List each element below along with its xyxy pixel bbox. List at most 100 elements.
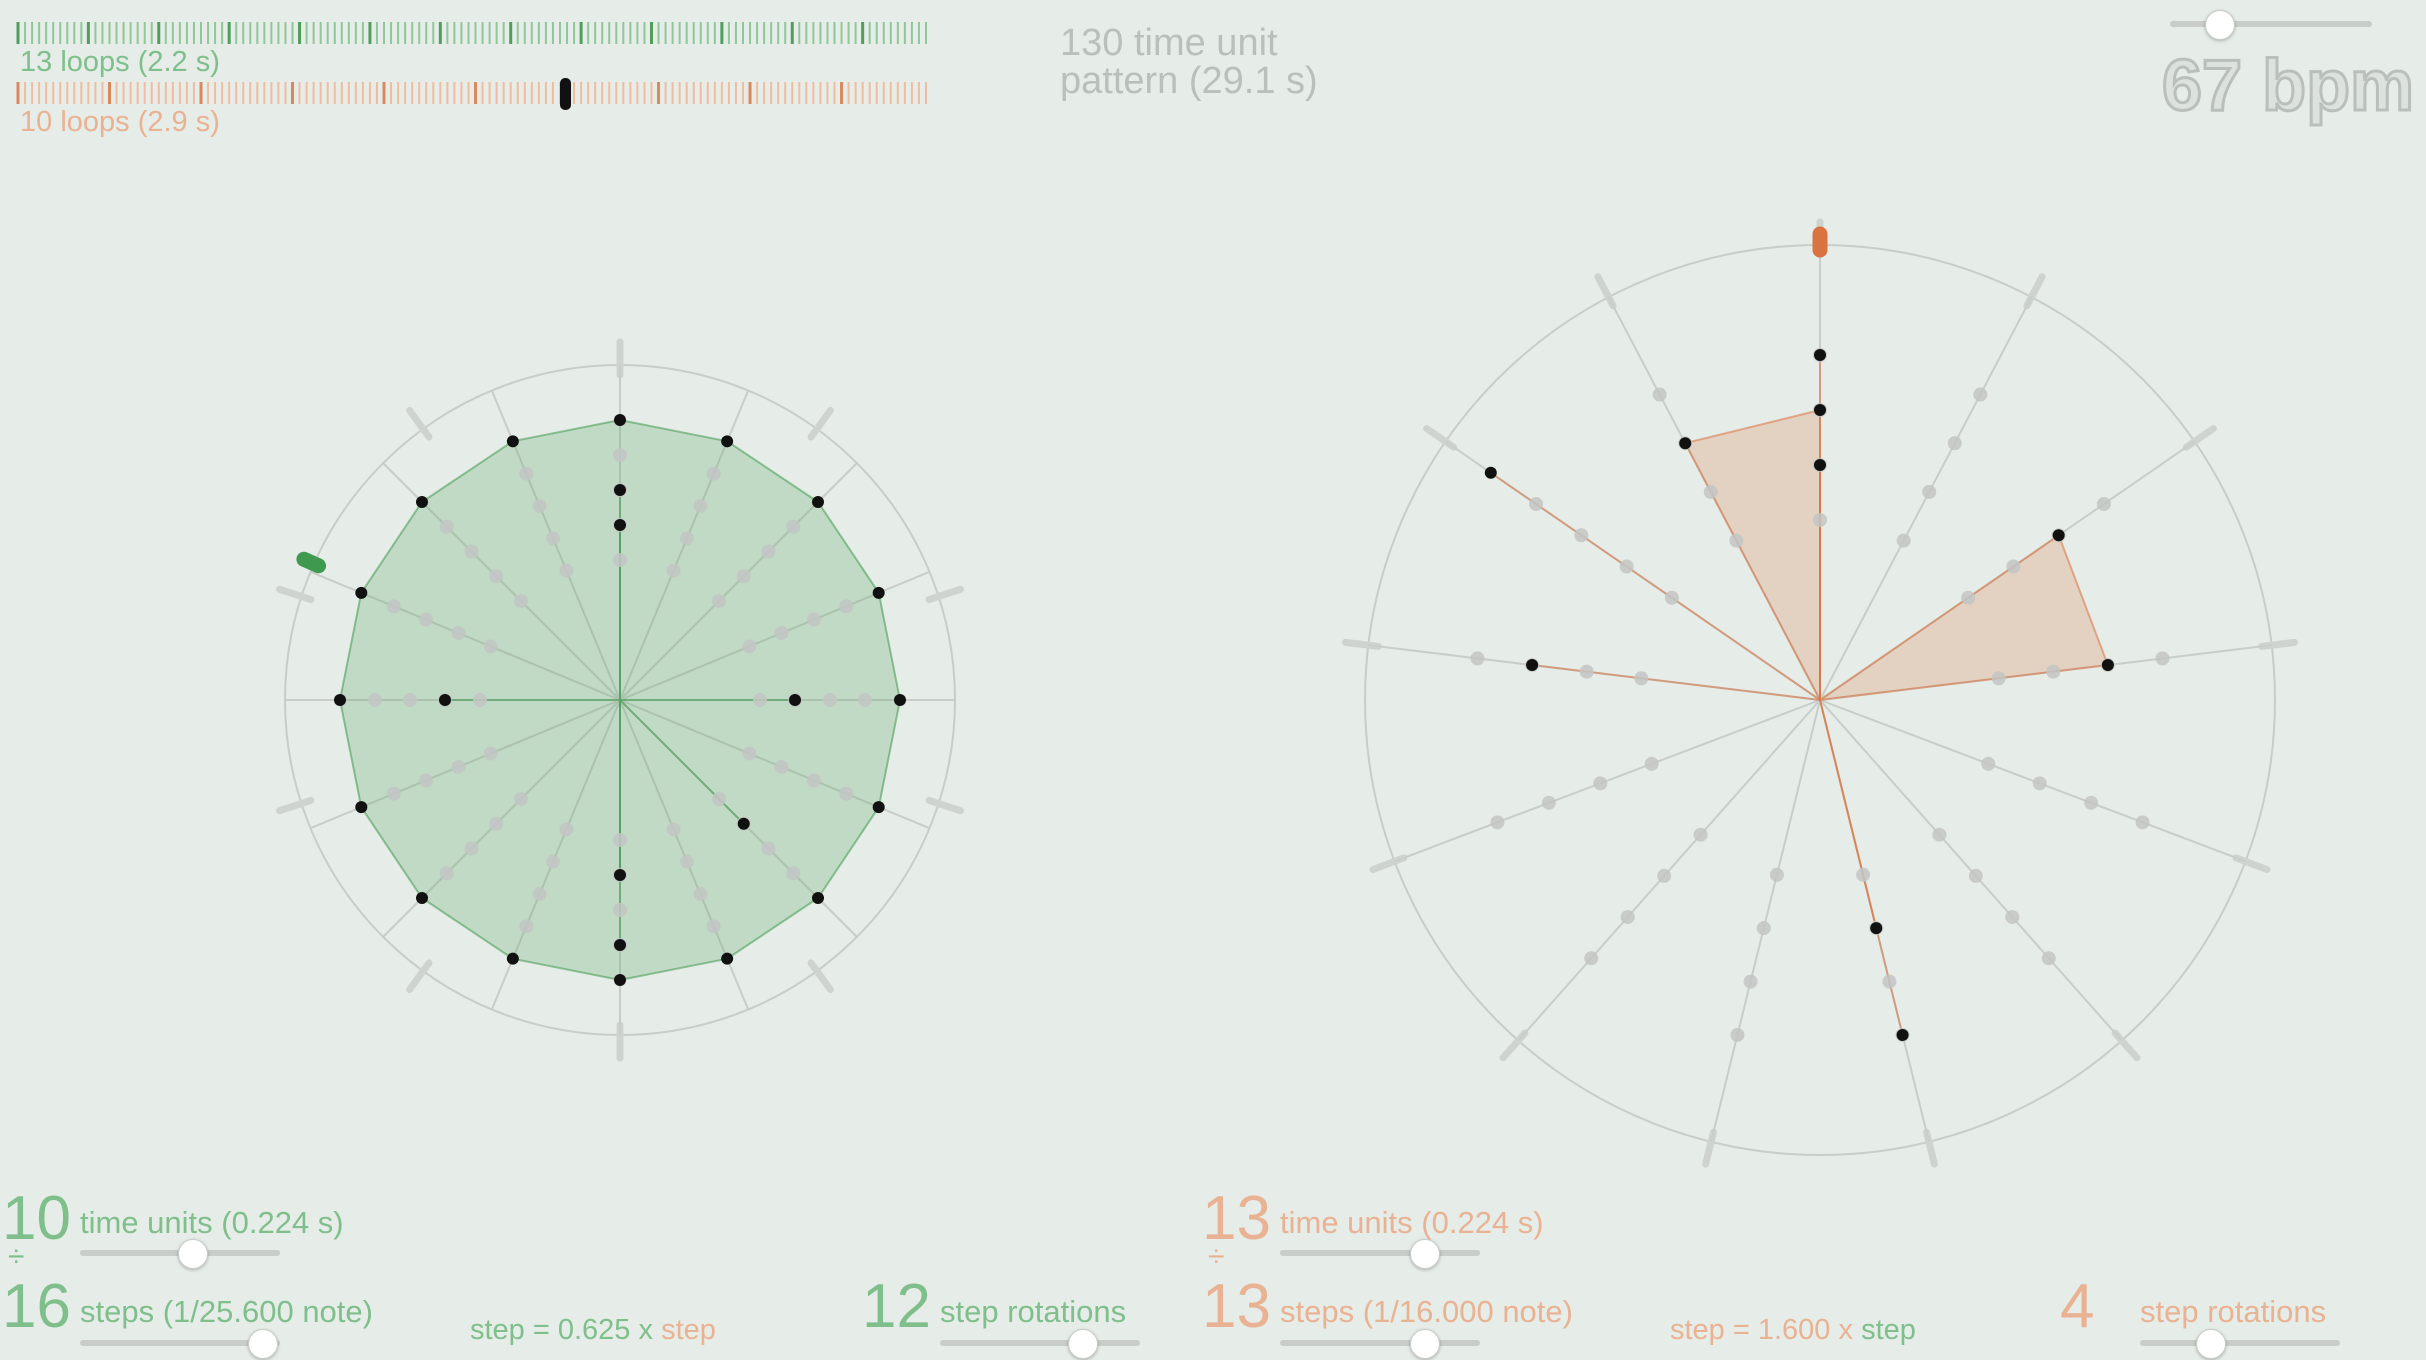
wheel-level-dot bbox=[483, 746, 498, 761]
wheel-vertex-dot bbox=[334, 694, 346, 706]
right-time-units-label: time units (0.224 s) bbox=[1280, 1205, 1544, 1240]
pattern-line-2: pattern (29.1 s) bbox=[1060, 60, 1318, 102]
wheel-vertex-dot bbox=[614, 484, 626, 496]
right-rotations-value: 4 bbox=[2060, 1272, 2095, 1341]
left-steps-label: steps (1/25.600 note) bbox=[80, 1294, 373, 1329]
wheel-level-dot bbox=[679, 854, 694, 869]
right-steps-knob[interactable] bbox=[1410, 1329, 1440, 1359]
wheel-vertex-dot bbox=[1814, 459, 1826, 471]
wheel-level-dot bbox=[559, 822, 574, 837]
wheel-level-dot bbox=[386, 599, 401, 614]
wheel-level-dot bbox=[1968, 868, 1983, 883]
wheel-vertex-dot bbox=[506, 952, 519, 965]
wheel-level-dot bbox=[1652, 387, 1667, 402]
wheel-level-dot bbox=[1693, 827, 1708, 842]
wheel-vertex-dot bbox=[355, 586, 368, 599]
wheel-level-dot bbox=[666, 563, 681, 578]
wheel-level-dot bbox=[2135, 815, 2150, 830]
wheel-level-dot bbox=[514, 594, 529, 609]
right-time-units-value: 13 bbox=[1202, 1184, 1271, 1253]
wheel-vertex-dot bbox=[355, 801, 368, 814]
wheel-level-dot bbox=[613, 833, 627, 847]
wheel-vertex-dot bbox=[872, 586, 885, 599]
timeline-b[interactable] bbox=[16, 82, 927, 104]
wheel-vertex-dot bbox=[894, 694, 906, 706]
wheel-vertex-dot bbox=[1484, 466, 1497, 479]
wheel-level-dot bbox=[693, 498, 708, 513]
left-rotations-knob[interactable] bbox=[1068, 1329, 1098, 1359]
wheel-level-dot bbox=[489, 816, 504, 831]
wheel-vertex-dot bbox=[506, 435, 519, 448]
wheel-right bbox=[1341, 218, 2299, 1168]
wheel-outer-tick bbox=[807, 406, 834, 441]
left-rotations-slider[interactable] bbox=[940, 1329, 1140, 1359]
wheel-level-dot bbox=[1574, 528, 1589, 543]
loops-a-label: 13 loops (2.2 s) bbox=[20, 46, 220, 78]
wheel-level-dot bbox=[1882, 974, 1897, 989]
right-steps-label: steps (1/16.000 note) bbox=[1280, 1294, 1573, 1329]
wheel-level-dot bbox=[679, 531, 694, 546]
timeline-playhead[interactable] bbox=[560, 78, 571, 110]
wheel-level-dot bbox=[736, 569, 751, 584]
left-steps-slider[interactable] bbox=[80, 1329, 280, 1359]
wheel-level-dot bbox=[1932, 827, 1947, 842]
wheel-level-dot bbox=[1619, 559, 1634, 574]
wheel-level-dot bbox=[1634, 671, 1649, 686]
wheel-level-dot bbox=[706, 466, 721, 481]
wheel-vertex-dot bbox=[789, 694, 801, 706]
wheel-level-dot bbox=[1769, 867, 1784, 882]
wheel-level-dot bbox=[761, 544, 776, 559]
wheel-level-dot bbox=[807, 773, 822, 788]
right-rotations-knob[interactable] bbox=[2196, 1329, 2226, 1359]
wheel-level-dot bbox=[1657, 868, 1672, 883]
left-time-units-slider[interactable] bbox=[80, 1239, 280, 1269]
wheel-level-dot bbox=[532, 498, 547, 513]
wheel-level-dot bbox=[464, 841, 479, 856]
right-steps-slider[interactable] bbox=[1280, 1329, 1480, 1359]
wheel-level-dot bbox=[1743, 974, 1758, 989]
right-rotations-slider[interactable] bbox=[2140, 1329, 2340, 1359]
left-step-ratio-prefix: step = 0.625 x bbox=[470, 1314, 662, 1346]
wheel-outer-tick bbox=[925, 585, 964, 604]
left-steps-knob[interactable] bbox=[248, 1329, 278, 1359]
wheel-playhead bbox=[296, 551, 327, 574]
tempo-slider-knob[interactable] bbox=[2205, 10, 2235, 40]
wheel-level-dot bbox=[1529, 497, 1544, 512]
wheel-level-dot bbox=[1973, 387, 1988, 402]
wheel-vertex-dot bbox=[614, 519, 626, 531]
wheel-outer-tick bbox=[925, 796, 964, 815]
wheel-level-dot bbox=[2046, 664, 2061, 679]
wheel-spoke bbox=[1394, 699, 1821, 863]
tempo-bpm-display: 67 bpm bbox=[2160, 45, 2415, 128]
right-time-units-slider[interactable] bbox=[1280, 1239, 1480, 1269]
right-rotations-label: step rotations bbox=[2140, 1294, 2327, 1329]
timeline-a[interactable] bbox=[16, 22, 927, 44]
wheel-vertex-dot bbox=[614, 414, 626, 426]
tempo-slider[interactable] bbox=[2170, 10, 2372, 40]
left-rotations-label: step rotations bbox=[940, 1294, 1127, 1329]
wheel-level-dot bbox=[418, 773, 433, 788]
wheel-level-dot bbox=[473, 693, 487, 707]
wheel-level-dot bbox=[489, 569, 504, 584]
wheel-spoke bbox=[1710, 699, 1821, 1143]
wheel-level-dot bbox=[439, 866, 454, 881]
wheel-level-dot bbox=[546, 531, 561, 546]
wheel-level-dot bbox=[451, 759, 466, 774]
wheel-level-dot bbox=[1947, 436, 1962, 451]
wheel-level-dot bbox=[786, 519, 801, 534]
right-step-ratio: step = 1.600 x step bbox=[1670, 1313, 1916, 1347]
left-step-ratio: step = 0.625 x step bbox=[470, 1313, 716, 1347]
left-steps-value: 16 bbox=[2, 1272, 71, 1341]
wheel-level-dot bbox=[706, 919, 721, 934]
left-step-ratio-suffix: step bbox=[661, 1314, 716, 1346]
wheel-level-dot bbox=[514, 791, 529, 806]
wheel-level-dot bbox=[2084, 795, 2099, 810]
wheel-level-dot bbox=[2096, 497, 2111, 512]
wheel-level-dot bbox=[742, 746, 757, 761]
left-time-units-knob[interactable] bbox=[178, 1239, 208, 1269]
wheel-level-dot bbox=[1922, 484, 1937, 499]
left-time-units-label: time units (0.224 s) bbox=[80, 1205, 344, 1240]
wheel-level-dot bbox=[403, 693, 417, 707]
right-time-units-knob[interactable] bbox=[1410, 1239, 1440, 1269]
